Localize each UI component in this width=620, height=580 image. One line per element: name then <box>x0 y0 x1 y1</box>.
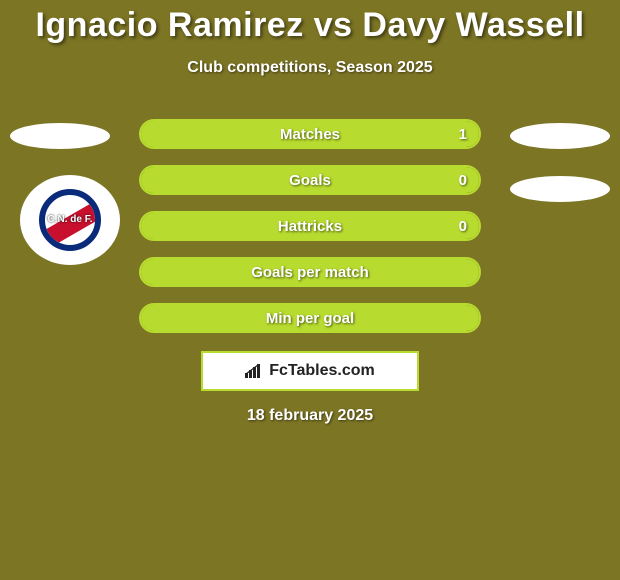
brand-badge: FcTables.com <box>201 351 419 391</box>
stat-row: Hattricks 0 <box>139 211 481 241</box>
stat-label: Goals per match <box>251 264 369 281</box>
stat-label: Goals <box>289 172 331 189</box>
stat-label: Matches <box>280 126 340 143</box>
player-left-photo-placeholder <box>10 123 110 149</box>
stat-row: Goals 0 <box>139 165 481 195</box>
stat-value-right: 0 <box>459 213 467 239</box>
stat-label: Min per goal <box>266 310 354 327</box>
stat-row: Min per goal <box>139 303 481 333</box>
player-right-photo-placeholder <box>510 123 610 149</box>
stat-row: Goals per match <box>139 257 481 287</box>
club-right-badge-placeholder <box>510 176 610 202</box>
date-text: 18 february 2025 <box>0 407 620 425</box>
stat-label: Hattricks <box>278 218 342 235</box>
stat-row: Matches 1 <box>139 119 481 149</box>
stat-value-right: 0 <box>459 167 467 193</box>
brand-text: FcTables.com <box>269 362 375 380</box>
page-title: Ignacio Ramirez vs Davy Wassell <box>0 0 620 45</box>
club-left-badge-inner: C.N. de F. <box>39 189 101 251</box>
bar-chart-icon <box>245 364 263 378</box>
club-left-badge: C.N. de F. <box>20 175 120 265</box>
stat-value-right: 1 <box>459 121 467 147</box>
subtitle: Club competitions, Season 2025 <box>0 59 620 77</box>
club-left-badge-label: C.N. de F. <box>47 215 92 225</box>
